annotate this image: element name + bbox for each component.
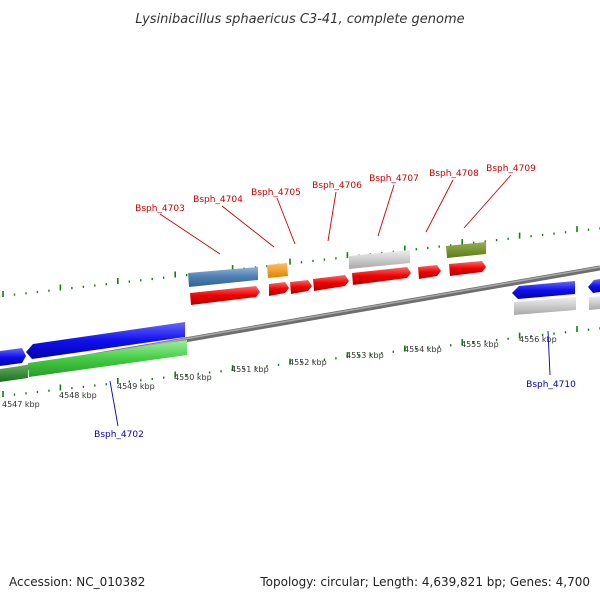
gene-feature-bsph-4707[interactable] [352, 267, 411, 285]
scale-label: 4553 kbp [346, 351, 384, 360]
gene-label-bsph-4706[interactable]: Bsph_4706 [312, 181, 362, 191]
gene-feature-green-left[interactable] [0, 365, 28, 382]
gene-label-bsph-4702[interactable]: Bsph_4702 [94, 430, 144, 440]
gene-feature-bsph-4703[interactable] [190, 286, 260, 305]
scale-label: 4551 kbp [231, 365, 269, 374]
gene-feature-blue-left[interactable] [0, 348, 26, 366]
gene-labels-reverse: Bsph_4702 Bsph_4710 [94, 380, 576, 440]
gene-feature-bsph-4708[interactable] [418, 265, 441, 279]
feature-grey-right[interactable] [589, 296, 600, 310]
gene-label-bsph-4708[interactable]: Bsph_4708 [429, 169, 479, 179]
gene-feature-green-long[interactable] [28, 340, 187, 377]
gene-feature-blue-right[interactable] [588, 279, 600, 293]
scale-label: 4548 kbp [59, 391, 97, 400]
genome-summary-text: Topology: circular; Length: 4,639,821 bp… [259, 575, 590, 589]
label-leaders-reverse [109, 330, 551, 427]
forward-genes [188, 242, 486, 305]
gene-feature-bsph-4704[interactable] [269, 282, 289, 296]
inner-tick-ring [2, 326, 600, 397]
gene-feature-bsph-4709[interactable] [449, 261, 486, 276]
label-leaders-forward [159, 174, 512, 255]
gene-label-bsph-4704[interactable]: Bsph_4704 [193, 195, 243, 205]
scale-label: 4552 kbp [289, 358, 327, 367]
gene-label-bsph-4710[interactable]: Bsph_4710 [526, 380, 576, 390]
scale-label: 4556 kbp [519, 335, 557, 344]
gene-label-bsph-4703[interactable]: Bsph_4703 [135, 204, 185, 214]
gene-feature-blue-long[interactable] [26, 322, 185, 359]
gene-feature-bsph-4706[interactable] [313, 275, 349, 291]
feature-grey-lower[interactable] [514, 297, 576, 315]
scale-label: 4550 kbp [174, 373, 212, 382]
scale-label: 4555 kbp [461, 340, 499, 349]
gene-label-bsph-4709[interactable]: Bsph_4709 [486, 164, 536, 174]
feature-grey-upper[interactable] [349, 250, 410, 269]
map-title: Lysinibacillus sphaericus C3-41, complet… [135, 12, 464, 27]
feature-steelblue[interactable] [188, 267, 258, 287]
gene-feature-bsph-4705[interactable] [290, 280, 312, 294]
gene-label-bsph-4705[interactable]: Bsph_4705 [251, 188, 301, 198]
scale-labels: 4547 kbp 4548 kbp 4549 kbp 4550 kbp 4551… [2, 335, 557, 409]
accession-text: Accession: NC_010382 [9, 575, 145, 589]
feature-olive[interactable] [446, 242, 486, 258]
gene-labels-forward: Bsph_4703 Bsph_4704 Bsph_4705 Bsph_4706 … [135, 164, 536, 214]
scale-label: 4554 kbp [404, 345, 442, 354]
feature-orange[interactable] [267, 263, 288, 278]
gene-label-bsph-4707[interactable]: Bsph_4707 [369, 174, 419, 184]
reverse-genes [0, 279, 600, 382]
outer-tick-ring [2, 226, 600, 297]
gene-feature-bsph-4710[interactable] [512, 281, 575, 299]
scale-label: 4549 kbp [117, 382, 155, 391]
scale-label: 4547 kbp [2, 400, 40, 409]
